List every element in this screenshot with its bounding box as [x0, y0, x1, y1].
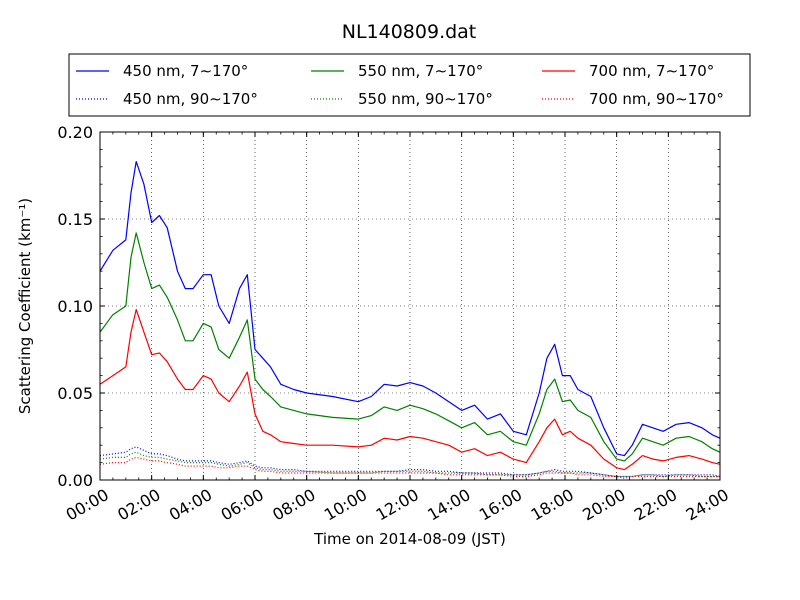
series-line-6: [99, 456, 720, 479]
x-tick-label: 16:00: [476, 485, 525, 525]
legend-label-4: 450 nm, 90∼170°: [123, 90, 258, 108]
legend-label-1: 450 nm, 7∼170°: [123, 62, 248, 80]
x-tick-label: 06:00: [218, 485, 267, 525]
legend: 450 nm, 7∼170° 550 nm, 7∼170° 700 nm, 7∼17…: [68, 53, 751, 117]
x-axis-label: Time on 2014-08-09 (JST): [313, 530, 506, 548]
x-tick-label: 02:00: [114, 485, 163, 525]
grid: [100, 132, 720, 480]
legend-label-2: 550 nm, 7∼170°: [358, 62, 483, 80]
x-tick-label: 18:00: [528, 485, 577, 525]
series-line-1: [99, 161, 721, 457]
series-line-2: [99, 232, 721, 462]
plot-lines: [99, 161, 721, 479]
y-axis-label: Scattering Coefficient (km⁻¹): [16, 198, 34, 414]
x-tick-label: 14:00: [424, 485, 473, 525]
x-tick-label: 22:00: [631, 485, 680, 525]
legend-label-3: 700 nm, 7∼170°: [589, 62, 714, 80]
legend-box: [68, 53, 751, 117]
y-tick-label: 0.00: [57, 471, 93, 490]
tick-labels: 00:00 02:00 04:00 06:00 08:00 10:00 12:00 14:00…: [57, 123, 732, 525]
x-tick-label: 12:00: [373, 485, 422, 525]
series-line-3: [99, 308, 721, 471]
x-tick-label: 04:00: [166, 485, 215, 525]
chart-title: NL140809.dat: [342, 21, 477, 43]
y-tick-label: 0.15: [57, 210, 93, 229]
legend-label-6: 700 nm, 90∼170°: [589, 90, 724, 108]
series-line-5: [99, 451, 720, 478]
x-tick-label: 08:00: [269, 485, 318, 525]
y-tick-label: 0.05: [57, 384, 93, 403]
x-tick-label: 24:00: [683, 485, 732, 525]
y-tick-label: 0.10: [57, 297, 93, 316]
x-tick-label: 00:00: [63, 485, 112, 525]
x-tick-label: 10:00: [321, 485, 370, 525]
ticks: [99, 131, 721, 481]
y-tick-label: 0.20: [57, 123, 93, 142]
series-line-4: [99, 446, 721, 478]
legend-label-5: 550 nm, 90∼170°: [358, 90, 493, 108]
x-tick-label: 20:00: [579, 485, 628, 525]
